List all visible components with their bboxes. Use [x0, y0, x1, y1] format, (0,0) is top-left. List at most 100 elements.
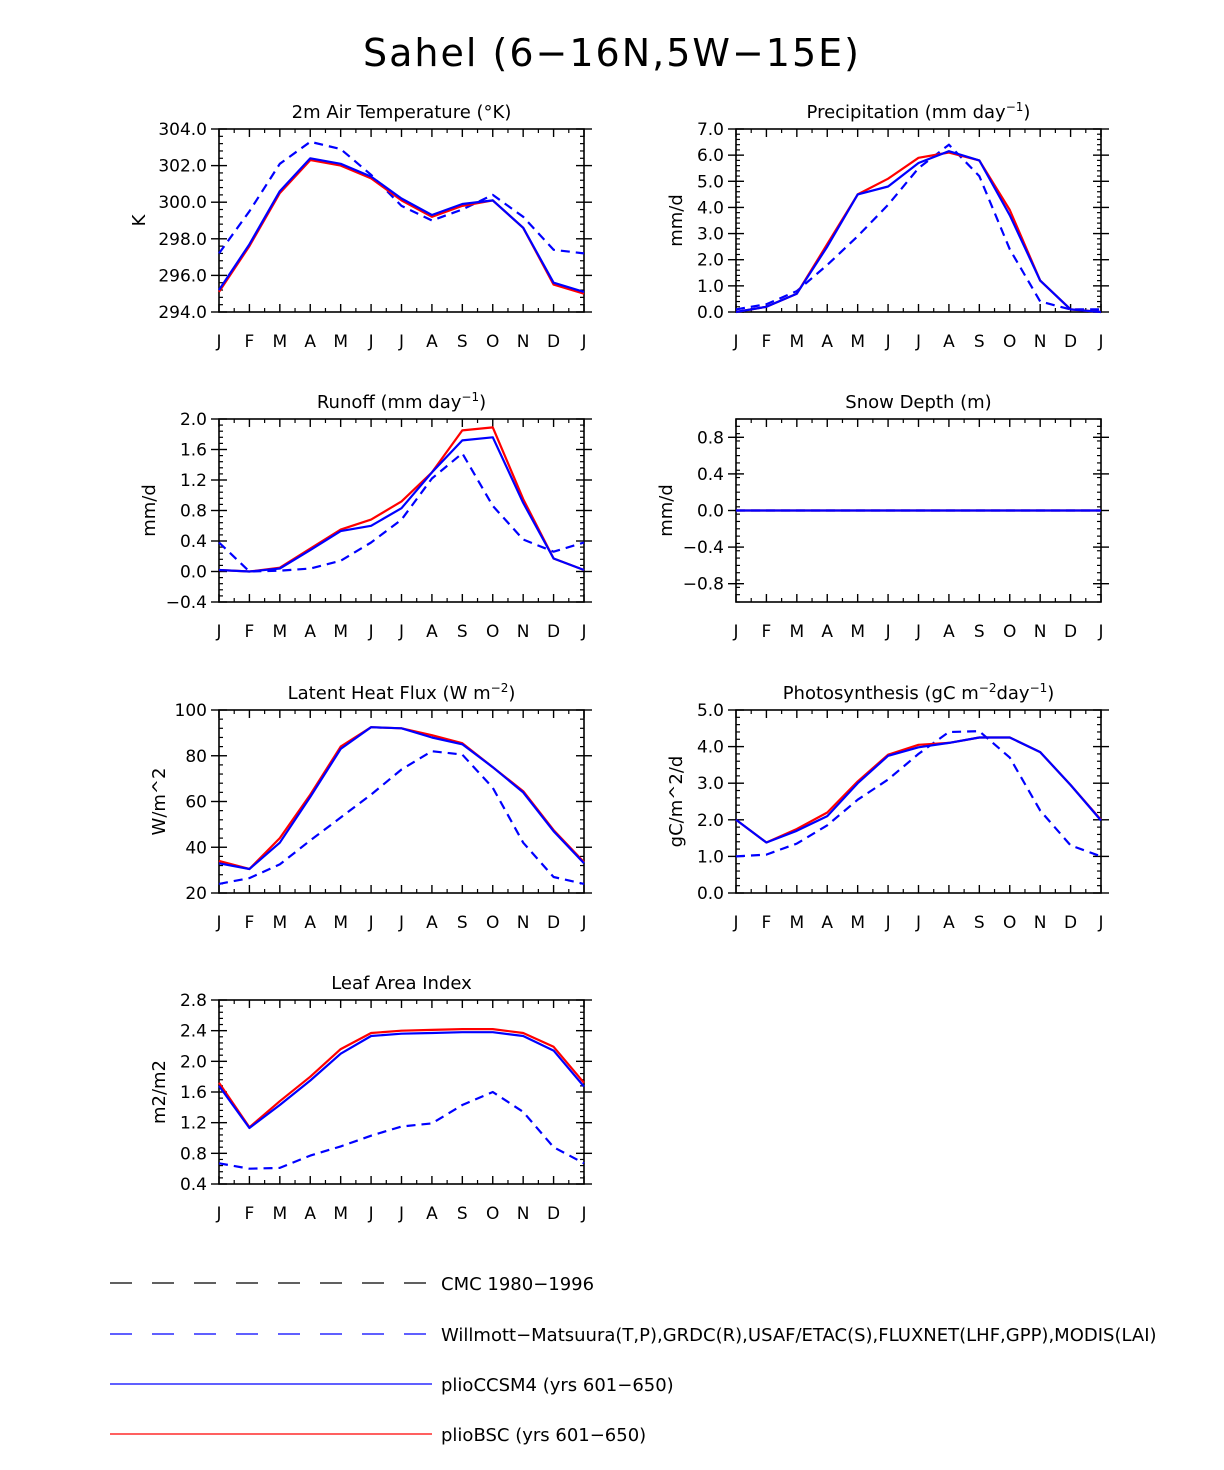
legend-label: plioBSC (yrs 601−650) — [441, 1425, 646, 1446]
series-line-pliobsc — [218, 159, 585, 295]
series-line-pliobsc — [218, 1027, 585, 1129]
series-line-plioccsm4 — [735, 150, 1102, 314]
x-tick-label: J — [580, 622, 586, 642]
x-tick-label: D — [1064, 913, 1077, 933]
panel-2: Precipitation (mm day−1)J F M A M J J A S O N D J0.0… — [666, 100, 1109, 352]
panel-title: Runoff (mm day−1) — [317, 390, 486, 413]
x-tick-label: O — [1003, 332, 1016, 352]
x-tick-label: A — [821, 332, 833, 352]
y-tick-label: 80 — [185, 747, 207, 767]
figure-title: Sahel (6−16N,5W−15E) — [363, 31, 861, 75]
plot-frame — [218, 128, 585, 313]
y-axis-label: gC/m^2/d — [666, 756, 687, 848]
x-tick-label: S — [457, 1204, 468, 1224]
y-tick-label: 100 — [175, 701, 207, 721]
y-tick-label: 0.0 — [697, 502, 724, 522]
series-line-observations — [218, 750, 585, 885]
plot-frame — [735, 128, 1102, 313]
series-line-plioccsm4 — [218, 1031, 585, 1130]
y-tick-label: 1.2 — [180, 1114, 207, 1134]
y-tick-label: 6.0 — [697, 146, 724, 166]
y-tick-label: 0.8 — [180, 1144, 207, 1164]
y-tick-label: 20 — [185, 884, 207, 904]
legend-label: plioCCSM4 (yrs 601−650) — [441, 1375, 674, 1396]
x-tick-label: D — [1064, 622, 1077, 642]
y-tick-label: 2.4 — [180, 1022, 207, 1042]
y-tick-label: 294.0 — [158, 303, 207, 323]
y-tick-label: 0.4 — [697, 465, 724, 485]
series-line-pliobsc — [218, 426, 585, 573]
panel-1: 2m Air Temperature (°K)J F M A M J J A S O N D J294.… — [129, 102, 592, 352]
x-tick-label: M — [789, 913, 804, 933]
series-line-observations — [735, 143, 1101, 311]
panels: 2m Air Temperature (°K)J F M A M J J A S O N D J294.… — [129, 100, 1109, 1224]
y-tick-label: 0.4 — [180, 532, 207, 552]
y-tick-label: −0.4 — [683, 538, 724, 558]
panel-5: Latent Heat Flux (W m−2)J F M A M J J A S O N D J204… — [149, 681, 592, 933]
x-tick-label: A — [426, 913, 438, 933]
x-tick-label: J — [1097, 332, 1103, 352]
x-tick-label: J — [580, 1204, 586, 1224]
x-tick-label: M — [272, 913, 287, 933]
x-tick-label: S — [974, 622, 985, 642]
y-tick-label: 2.0 — [697, 251, 724, 271]
x-tick-label: J — [885, 622, 891, 642]
x-tick-label: N — [1034, 913, 1047, 933]
x-tick-label: N — [1034, 332, 1047, 352]
x-tick-label: M — [333, 913, 348, 933]
y-tick-label: 2.0 — [180, 1052, 207, 1072]
y-tick-label: 2.0 — [180, 410, 207, 430]
x-tick-label: J — [398, 1204, 404, 1224]
x-tick-label: A — [943, 913, 955, 933]
series-line-plioccsm4 — [218, 157, 585, 293]
series-line-observations — [218, 140, 585, 255]
y-tick-label: 0.0 — [697, 303, 724, 323]
plot-frame — [735, 709, 1102, 894]
legend-item: Willmott−Matsuura(T,P),GRDC(R),USAF/ETAC… — [110, 1325, 1157, 1346]
x-tick-label: A — [304, 913, 316, 933]
x-tick-label: S — [974, 913, 985, 933]
x-tick-label: A — [943, 332, 955, 352]
x-tick-label: J — [732, 913, 738, 933]
x-tick-label: A — [821, 913, 833, 933]
x-tick-label: J — [215, 622, 221, 642]
series-line-plioccsm4 — [218, 436, 585, 573]
y-tick-label: 1.6 — [180, 441, 207, 461]
y-tick-label: 0.0 — [697, 884, 724, 904]
x-tick-label: O — [486, 622, 499, 642]
x-tick-label: O — [1003, 622, 1016, 642]
x-tick-label: F — [245, 332, 255, 352]
series-line-observations — [735, 730, 1102, 858]
x-tick-label: J — [915, 622, 921, 642]
x-tick-label: S — [457, 622, 468, 642]
x-tick-label: J — [885, 913, 891, 933]
y-axis-label: W/m^2 — [149, 768, 170, 836]
x-tick-label: N — [517, 913, 530, 933]
legend-label: Willmott−Matsuura(T,P),GRDC(R),USAF/ETAC… — [441, 1325, 1157, 1346]
legend-item: plioBSC (yrs 601−650) — [110, 1425, 646, 1446]
series-line-observations — [218, 1090, 585, 1170]
x-tick-label: A — [304, 1204, 316, 1224]
legend: CMC 1980−1996 Willmott−Matsuura(T,P),GRDC… — [110, 1274, 1157, 1446]
y-tick-label: 7.0 — [697, 120, 724, 140]
x-tick-label: J — [732, 332, 738, 352]
y-tick-label: 0.8 — [180, 502, 207, 522]
legend-item: plioCCSM4 (yrs 601−650) — [110, 1375, 674, 1396]
x-tick-label: J — [398, 332, 404, 352]
y-tick-label: 1.0 — [697, 847, 724, 867]
x-tick-label: A — [426, 622, 438, 642]
y-tick-label: 0.8 — [697, 428, 724, 448]
x-tick-label: A — [304, 332, 316, 352]
panel-title: Photosynthesis (gC m−2day−1) — [783, 681, 1055, 704]
y-tick-label: 302.0 — [158, 157, 207, 177]
y-tick-label: 5.0 — [697, 172, 724, 192]
x-tick-label: M — [272, 622, 287, 642]
legend-item: CMC 1980−1996 — [110, 1274, 594, 1295]
x-tick-label: F — [762, 622, 772, 642]
y-tick-label: 0.0 — [180, 563, 207, 583]
x-tick-label: S — [457, 913, 468, 933]
panel-title: 2m Air Temperature (°K) — [292, 102, 512, 123]
x-tick-label: S — [457, 332, 468, 352]
y-tick-label: 296.0 — [158, 266, 207, 286]
